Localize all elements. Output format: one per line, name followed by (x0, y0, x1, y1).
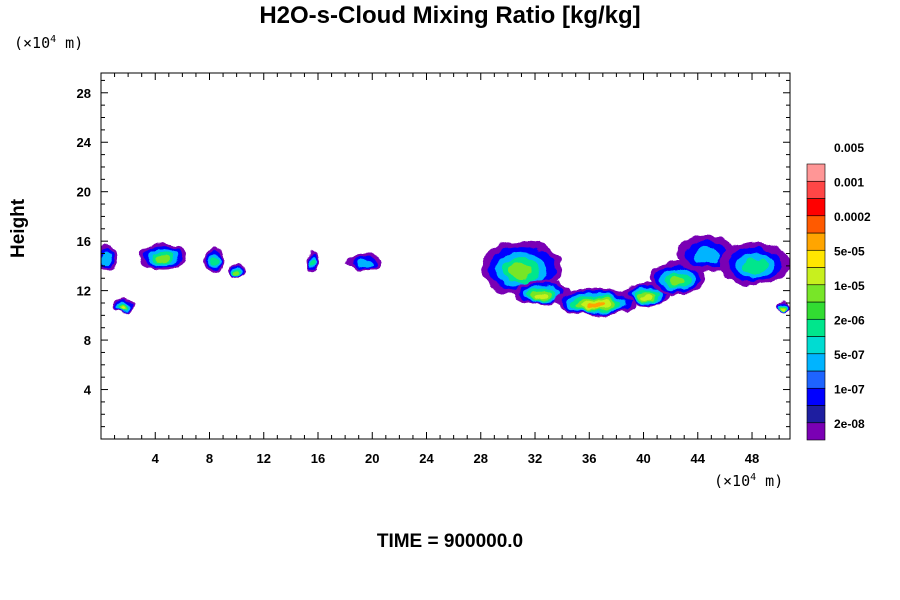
cloud-contour (310, 259, 315, 268)
x-tick-label: 36 (582, 451, 596, 466)
cloud-contour (121, 306, 127, 311)
plot-frame (100, 72, 791, 440)
colorbar-swatch (806, 180, 826, 199)
x-tick-label: 12 (257, 451, 271, 466)
colorbar-swatch (806, 318, 826, 337)
y-unit-label: (×104 m) (14, 34, 84, 52)
cloud-contour (693, 246, 720, 264)
y-tick-label: 24 (77, 135, 92, 150)
colorbar-label: 5e-07 (834, 348, 865, 362)
colorbar-label: 2e-06 (834, 313, 865, 327)
colorbar-label: 0.001 (834, 175, 864, 189)
x-tick-label: 28 (474, 451, 488, 466)
time-footer: TIME = 900000.0 (376, 531, 524, 552)
x-tick-label: 48 (745, 451, 759, 466)
colorbar-swatch (806, 198, 826, 217)
x-tick-label: 16 (311, 451, 325, 466)
x-tick-label: 8 (206, 451, 213, 466)
x-unit-label: (×104 m) (714, 472, 784, 490)
colorbar-swatch (806, 215, 826, 234)
cloud-contour (234, 271, 239, 276)
cloud-contour (587, 302, 605, 309)
cloud-contour (781, 308, 785, 312)
cloud-contour (641, 294, 653, 301)
y-axis: 4 8 12 16 20 24 28 (77, 79, 790, 428)
cloud-field (101, 234, 790, 316)
cloud-contour (356, 259, 372, 268)
colorbar-label: 2e-08 (834, 417, 865, 431)
x-tick-label: 20 (365, 451, 379, 466)
y-tick-label: 8 (84, 333, 91, 348)
colorbar: 2e-08 1e-07 5e-07 2e-06 1e-05 5e-05 0.0002 0.00… (806, 141, 871, 441)
cloud-contour (535, 293, 549, 300)
colorbar-label: 1e-05 (834, 279, 865, 293)
x-axis: 4 8 12 16 20 24 28 32 36 40 44 48 (114, 73, 780, 466)
colorbar-swatch (806, 284, 826, 303)
chart-title: H2O-s-Cloud Mixing Ratio [kg/kg] (259, 2, 641, 29)
cloud-contour (742, 258, 768, 274)
colorbar-swatch (806, 405, 826, 424)
colorbar-swatch (806, 267, 826, 286)
colorbar-swatch (806, 301, 826, 320)
colorbar-swatch (806, 370, 826, 389)
cloud-contour (155, 255, 170, 263)
cloud-contour (101, 254, 112, 266)
colorbar-label: 1e-07 (834, 382, 865, 396)
colorbar-swatch (806, 336, 826, 355)
colorbar-label: 5e-05 (834, 244, 865, 258)
y-tick-label: 12 (77, 284, 91, 299)
colorbar-label: 0.0002 (834, 210, 871, 224)
colorbar-swatch (806, 163, 826, 182)
cloud-contour (669, 275, 686, 286)
colorbar-swatch (806, 249, 826, 268)
x-tick-label: 40 (636, 451, 650, 466)
y-tick-label: 28 (77, 86, 91, 101)
y-tick-label: 4 (84, 383, 92, 398)
x-tick-label: 4 (152, 451, 160, 466)
colorbar-swatch (806, 232, 826, 251)
colorbar-label: 0.005 (834, 141, 864, 155)
x-tick-label: 24 (419, 451, 434, 466)
colorbar-swatch (806, 387, 826, 406)
x-tick-label: 32 (528, 451, 542, 466)
colorbar-swatch (806, 422, 826, 441)
y-tick-label: 20 (77, 185, 91, 200)
y-tick-label: 16 (77, 234, 91, 249)
cloud-contour (509, 262, 534, 279)
cloud-contour (210, 257, 218, 267)
x-tick-label: 44 (691, 451, 706, 466)
colorbar-swatch (806, 353, 826, 372)
